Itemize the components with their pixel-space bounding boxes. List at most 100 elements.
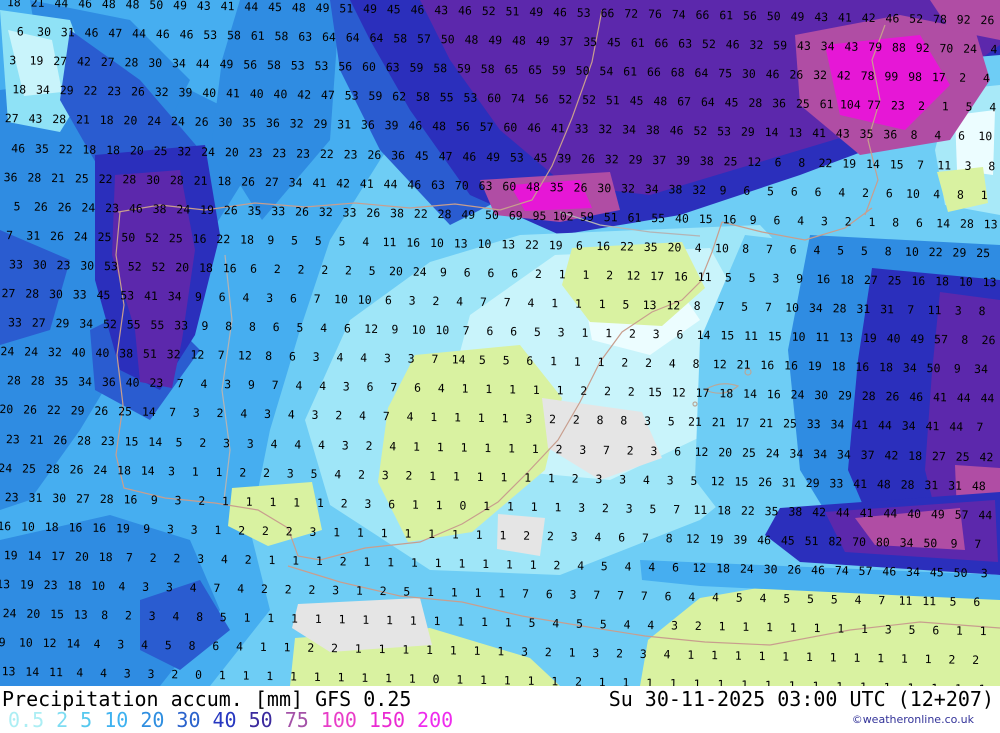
grid-cell: 43 [434, 2, 449, 18]
grid-cell: 4 [642, 472, 651, 487]
grid-cell: 30 [148, 55, 163, 71]
grid-cell: 23 [149, 376, 164, 391]
grid-cell: 30 [741, 66, 756, 82]
grid-cell: 17 [51, 548, 66, 564]
grid-cell: 15 [889, 156, 904, 172]
grid-cell: 3 [286, 465, 294, 481]
grid-cell: 2 [601, 500, 610, 515]
grid-cell: 1 [433, 614, 441, 629]
grid-cell: 68 [670, 65, 685, 80]
grid-cell: 1 [313, 670, 321, 685]
grid-cell: 11 [382, 234, 397, 250]
grid-cell: 2 [297, 262, 305, 277]
grid-cell: 1 [461, 381, 469, 396]
grid-row: 46 35 22 18 18 20 25 32 24 20 23 23 23 22 23 26 36 45 47 46… [6, 137, 1000, 173]
grid-cell: 29 [70, 403, 85, 419]
grid-cell: 28 [27, 170, 42, 185]
grid-cell: 30 [218, 115, 233, 130]
grid-cell: 35 [247, 203, 262, 218]
grid-cell: 39 [733, 532, 748, 547]
grid-cell: 28 [861, 389, 876, 404]
grid-cell: 28 [900, 477, 915, 492]
grid-cell: 7 [382, 409, 390, 424]
grid-cell: 4 [220, 552, 229, 567]
grid-cell: 19 [842, 155, 857, 171]
grid-cell: 46 [78, 0, 93, 11]
grid-cell: 43 [814, 9, 829, 25]
grid-cell: 46 [11, 140, 26, 155]
grid-cell: 31 [781, 475, 796, 490]
grid-cell: 1 [435, 497, 443, 512]
grid-cell: 37 [559, 34, 574, 49]
grid-row: 6 30 31 46 47 44 46 46 53 58 61 58 63 64 64 64 58 57 50 48 4… [8, 20, 1000, 56]
grid-cell: 32 [177, 143, 192, 159]
grid-cell: 19 [862, 330, 877, 346]
grid-cell: 57 [416, 31, 432, 46]
grid-cell: 6 [676, 327, 684, 342]
grid-cell: 57 [954, 507, 969, 522]
grid-cell: 23 [4, 489, 19, 505]
grid-cell: 22 [46, 403, 61, 418]
grid-cell: 1 [428, 526, 436, 541]
grid-cell: 26 [57, 199, 72, 215]
grid-cell: 5 [403, 584, 411, 599]
grid-cell: 6 [366, 380, 374, 395]
grid-cell: 27 [100, 55, 115, 70]
grid-cell: 32 [289, 116, 304, 131]
grid-cell: 34 [899, 535, 914, 550]
grid-cell: 57 [858, 563, 873, 578]
grid-cell: 1 [450, 585, 458, 600]
grid-cell: 46 [128, 201, 143, 216]
grid-cell: 24 [147, 114, 162, 129]
grid-cell: 16 [855, 359, 870, 375]
grid-cell: 40 [886, 331, 901, 346]
grid-cell: 29 [55, 316, 70, 331]
grid-cell: 38 [699, 153, 714, 168]
grid-cell: 27 [31, 315, 46, 330]
grid-cell: 13 [983, 216, 998, 232]
precip-legend: 0.5 2 5 10 20 30 40 50 75 100 150 200 [8, 708, 453, 732]
grid-cell: 18 [12, 82, 27, 97]
grid-cell: 19 [807, 359, 822, 374]
grid-cell: 48 [653, 94, 668, 109]
grid-cell: 30 [814, 388, 829, 403]
grid-cell: 99 [884, 69, 899, 84]
grid-cell: 44 [835, 505, 850, 520]
grid-cell: 5 [748, 270, 756, 285]
grid-cell: 46 [408, 118, 423, 134]
grid-cell: 2 [644, 356, 653, 371]
grid-cell: 30 [763, 561, 778, 577]
grid-cell: 14 [451, 352, 466, 367]
grid-cell: 20 [718, 444, 733, 459]
grid-cell: 4 [140, 637, 149, 653]
grid-cell: 5 [690, 473, 698, 488]
grid-cell: 4 [76, 665, 84, 680]
grid-cell: 49 [219, 57, 234, 72]
grid-cell: 30 [48, 286, 64, 302]
grid-cell: 3 [520, 644, 529, 659]
grid-cell: 13 [453, 236, 468, 251]
grid-cell: 45 [386, 2, 401, 17]
grid-cell: 5 [667, 414, 675, 429]
grid-cell: 7 [765, 241, 774, 257]
grid-cell: 43 [28, 111, 43, 127]
grid-cell: 4 [934, 128, 942, 143]
precipitation-map: 18 21 44 46 48 48 50 49 43 41 44 45 48 49 51 49 45 46 43 46… [0, 0, 1000, 686]
grid-cell: 102 [552, 208, 574, 224]
grid-cell: 3 [341, 437, 349, 452]
grid-row: 24 20 15 13 8 2 3 4 8 5 1 1 1 1 1 1 1 1 1 1 1 1 5 4 5 5 4 4 3 2 1 1 1 1 1 1… [0, 602, 998, 638]
grid-cell: 22 [928, 244, 943, 260]
grid-cell: 12 [190, 347, 205, 362]
grid-cell: 5 [219, 610, 227, 625]
grid-cell: 63 [385, 60, 400, 75]
grid-row: 27 28 30 33 45 53 41 34 9 6 4 3 6 7 10 10 6 3 2 4 7 7 4 1 1 1 5 13 1… [0, 282, 997, 318]
grid-cell: 1 [363, 554, 371, 569]
grid-cell: 3 [117, 637, 125, 652]
grid-cell: 1 [337, 670, 345, 685]
grid-cell: 26 [294, 204, 310, 219]
grid-cell: 14 [148, 434, 163, 449]
grid-cell: 45 [724, 95, 739, 110]
grid-cell: 24 [73, 229, 88, 244]
grid-cell: 66 [600, 6, 615, 21]
grid-cell: 1 [710, 648, 719, 663]
